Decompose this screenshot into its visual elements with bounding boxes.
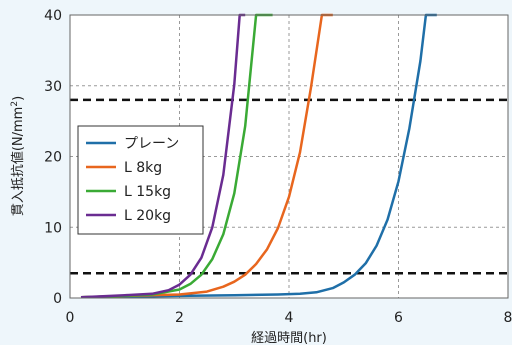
legend-label: プレーン [124, 136, 179, 152]
legend-label: L 15kg [124, 184, 171, 200]
x-tick-label: 2 [175, 310, 184, 326]
legend-label: L 20kg [124, 208, 171, 224]
y-tick-labels: 0 10 20 30 40 [44, 8, 62, 307]
y-tick-label: 20 [44, 150, 62, 166]
legend: プレーン L 8kg L 15kg L 20kg [77, 125, 204, 235]
y-tick-label: 30 [44, 79, 62, 95]
x-tick-label: 4 [285, 310, 294, 326]
y-tick-label: 10 [44, 220, 62, 236]
y-axis-label-sup: 2 [10, 101, 20, 107]
legend-label: L 8kg [124, 160, 162, 176]
series-line-1 [80, 13, 333, 299]
x-axis-label: 経過時間(hr) [251, 331, 327, 345]
reference-lines [70, 98, 508, 275]
y-axis-label-main: 貫入抵抗値(N/mm [10, 107, 26, 217]
y-tick-label: 0 [53, 291, 62, 307]
x-tick-label: 0 [66, 310, 75, 326]
x-tick-labels: 0 2 4 6 8 [66, 310, 512, 326]
x-tick-label: 6 [394, 310, 403, 326]
series-line-0 [80, 13, 437, 299]
series-line-3 [80, 13, 246, 299]
y-tick-label: 40 [44, 8, 62, 24]
y-axis-label: 貫入抵抗値(N/mm2) [10, 96, 26, 216]
x-tick-label: 8 [504, 310, 512, 326]
y-axis-label-close: ) [11, 96, 26, 101]
plot-frame [69, 14, 509, 299]
